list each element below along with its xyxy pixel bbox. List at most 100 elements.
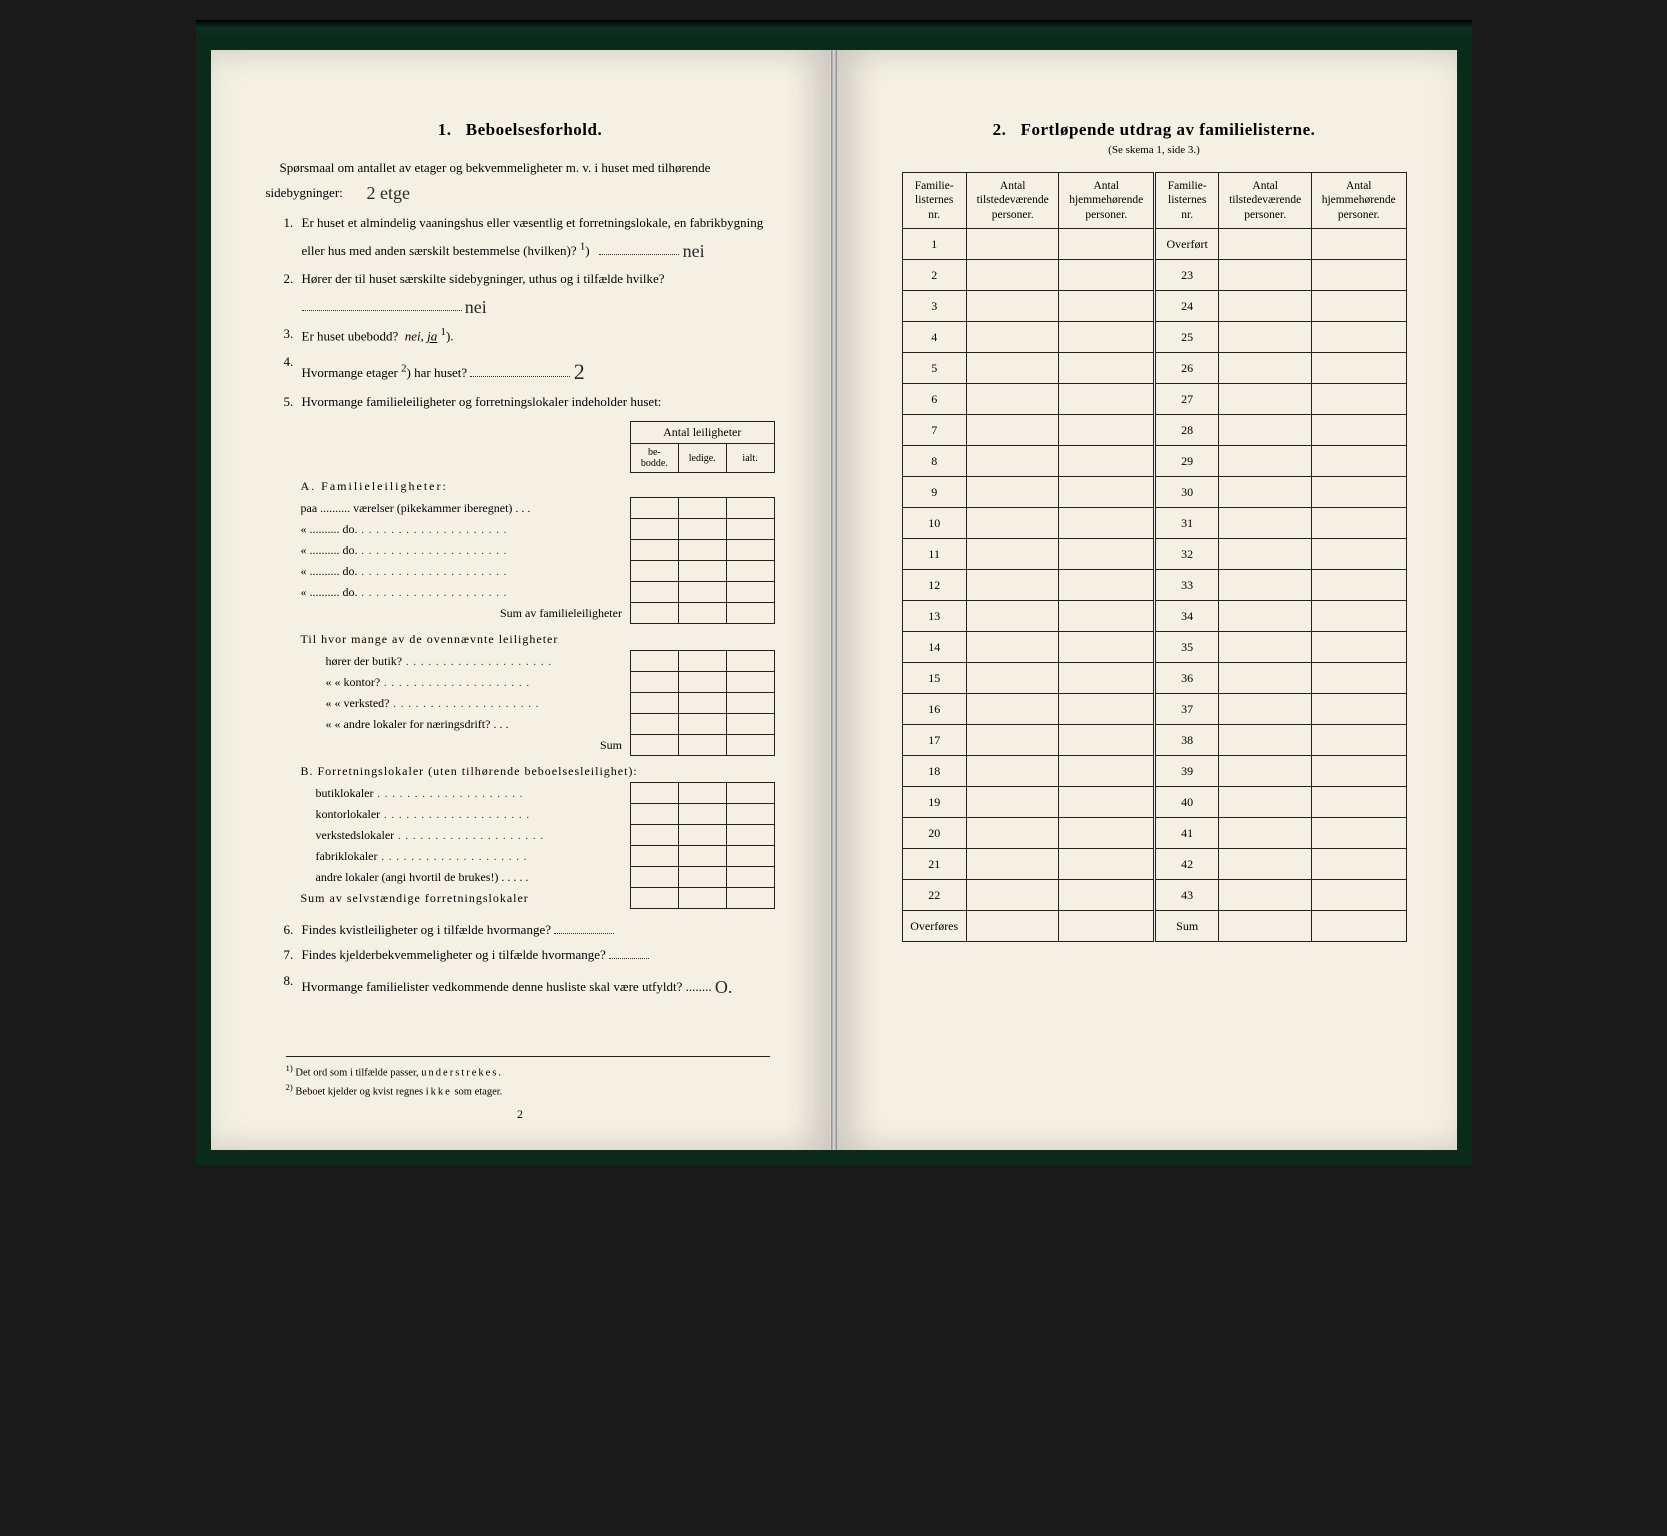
th-hjemme-1: Antal hjemmehørende personer. [1059,173,1155,229]
cell-hjemme-a [1059,446,1155,477]
rA3: « .......... do. [296,540,631,561]
cell-hjemme-a [1059,477,1155,508]
cell-nr-a: 11 [902,539,966,570]
q8-text: Hvormange familielister vedkommende denn… [302,979,683,994]
q4-hand: 2 [574,353,585,390]
cell-hjemme-a [1059,229,1155,260]
cell-tilstede-b [1219,880,1312,911]
q3-nei: nei, [405,329,424,344]
cell-nr-b: 27 [1154,384,1218,415]
cell-hjemme-b [1311,880,1406,911]
cell-tilstede-b [1219,322,1312,353]
mid3: « « verksted? [296,693,631,714]
cell-nr-a: 16 [902,694,966,725]
cell-tilstede-a [966,756,1059,787]
cell-tilstede-b [1219,756,1312,787]
q5-text: Hvormange familieleiligheter og forretni… [302,394,662,409]
mid4: « « andre lokaler for næringsdrift? . . … [296,714,631,735]
table-row: 1738 [902,725,1406,756]
footnotes: 1) Det ord som i tilfælde passer, unders… [286,1056,770,1100]
cell-hjemme-a [1059,725,1155,756]
q2-num: 2. [284,268,294,290]
table-row: 2041 [902,818,1406,849]
th-tilstede-2: Antal tilstedeværende personer. [1219,173,1312,229]
cell-hjemme-a [1059,694,1155,725]
cell-tilstede-a [966,570,1059,601]
question-list-2: 6.Findes kvistleiligheter og i tilfælde … [284,919,775,1000]
heading-text: Beboelsesforhold. [466,120,602,139]
cell-nr-a: 17 [902,725,966,756]
table-row: 1031 [902,508,1406,539]
cell-hjemme-a [1059,508,1155,539]
cell-tilstede-a [966,818,1059,849]
cell-tilstede-b [1219,477,1312,508]
left-page: 1. Beboelsesforhold. Spørsmaal om antall… [211,50,831,1150]
cell-hjemme-a [1059,291,1155,322]
rBsum: Sum av selvstændige forretningslokaler [296,888,631,909]
q3-num: 3. [284,323,294,345]
q3-text: Er huset ubebodd? [302,329,399,344]
intro-text: Spørsmaal om antallet av etager og bekve… [266,158,775,206]
cell-nr-b: 29 [1154,446,1218,477]
cell-hjemme-a [1059,756,1155,787]
cell-hjemme-b [1311,508,1406,539]
cell-tilstede-b [1219,446,1312,477]
cell-tilstede-a [966,601,1059,632]
q2: 2. Hører der til huset særskilte sidebyg… [284,268,775,321]
cell-hjemme-b [1311,601,1406,632]
cell-hjemme-a [1059,787,1155,818]
cell-tilstede-b [1219,911,1312,942]
cell-tilstede-a [966,694,1059,725]
th-hjemme-2: Antal hjemmehørende personer. [1311,173,1406,229]
familieliste-table: Familie- listernes nr. Antal tilstedevær… [902,172,1407,942]
q4-text-a: Hvormange etager [302,365,398,380]
q1-sup: 1 [580,241,585,253]
book-spread: 1. Beboelsesforhold. Spørsmaal om antall… [196,20,1472,1165]
intro-handwriting: 2 etge [353,180,410,208]
cell-tilstede-a [966,911,1059,942]
cell-hjemme-b [1311,539,1406,570]
table-row: 2243 [902,880,1406,911]
q7: 7.Findes kjelderbekvemmeligheter og i ti… [284,944,775,966]
cell-tilstede-a [966,725,1059,756]
cell-nr-b: 26 [1154,353,1218,384]
fn1-n: 1) [286,1063,293,1073]
cell-nr-a: 13 [902,601,966,632]
cell-tilstede-b [1219,725,1312,756]
cell-hjemme-a [1059,849,1155,880]
cell-nr-a: 5 [902,353,966,384]
cell-nr-b: 34 [1154,601,1218,632]
q7-num: 7. [284,944,294,966]
table-row: 728 [902,415,1406,446]
cell-nr-b: 24 [1154,291,1218,322]
cell-nr-a: 14 [902,632,966,663]
cell-tilstede-b [1219,570,1312,601]
cell-nr-b: 30 [1154,477,1218,508]
cell-hjemme-b [1311,570,1406,601]
q8-num: 8. [284,970,294,992]
fn2-n: 2) [286,1082,293,1092]
cell-tilstede-a [966,787,1059,818]
q3: 3. Er huset ubebodd? nei, ja 1). [284,323,775,347]
cell-hjemme-a [1059,322,1155,353]
q2-hand: nei [465,292,487,323]
rB5: andre lokaler (angi hvortil de brukes!) … [296,867,631,888]
table-row: 1132 [902,539,1406,570]
table-row: 1536 [902,663,1406,694]
mid2: « « kontor? [296,672,631,693]
cell-hjemme-a [1059,384,1155,415]
section-b: B. Forretningslokaler (uten tilhørende b… [301,764,638,778]
th-nr-2: Familie- listernes nr. [1154,173,1218,229]
right-page: 2. Fortløpende utdrag av familielisterne… [837,50,1457,1150]
table-row: 13 34 [902,601,1406,632]
cell-nr-b: 23 [1154,260,1218,291]
q4-text-b: ) har huset? [407,365,468,380]
cell-tilstede-b [1219,415,1312,446]
rB2: kontorlokaler [296,804,631,825]
rA4: « .......... do. [296,561,631,582]
table-row: 930 [902,477,1406,508]
cell-tilstede-a [966,229,1059,260]
cell-nr-a: 7 [902,415,966,446]
cell-tilstede-a [966,415,1059,446]
table-row: 2142 [902,849,1406,880]
